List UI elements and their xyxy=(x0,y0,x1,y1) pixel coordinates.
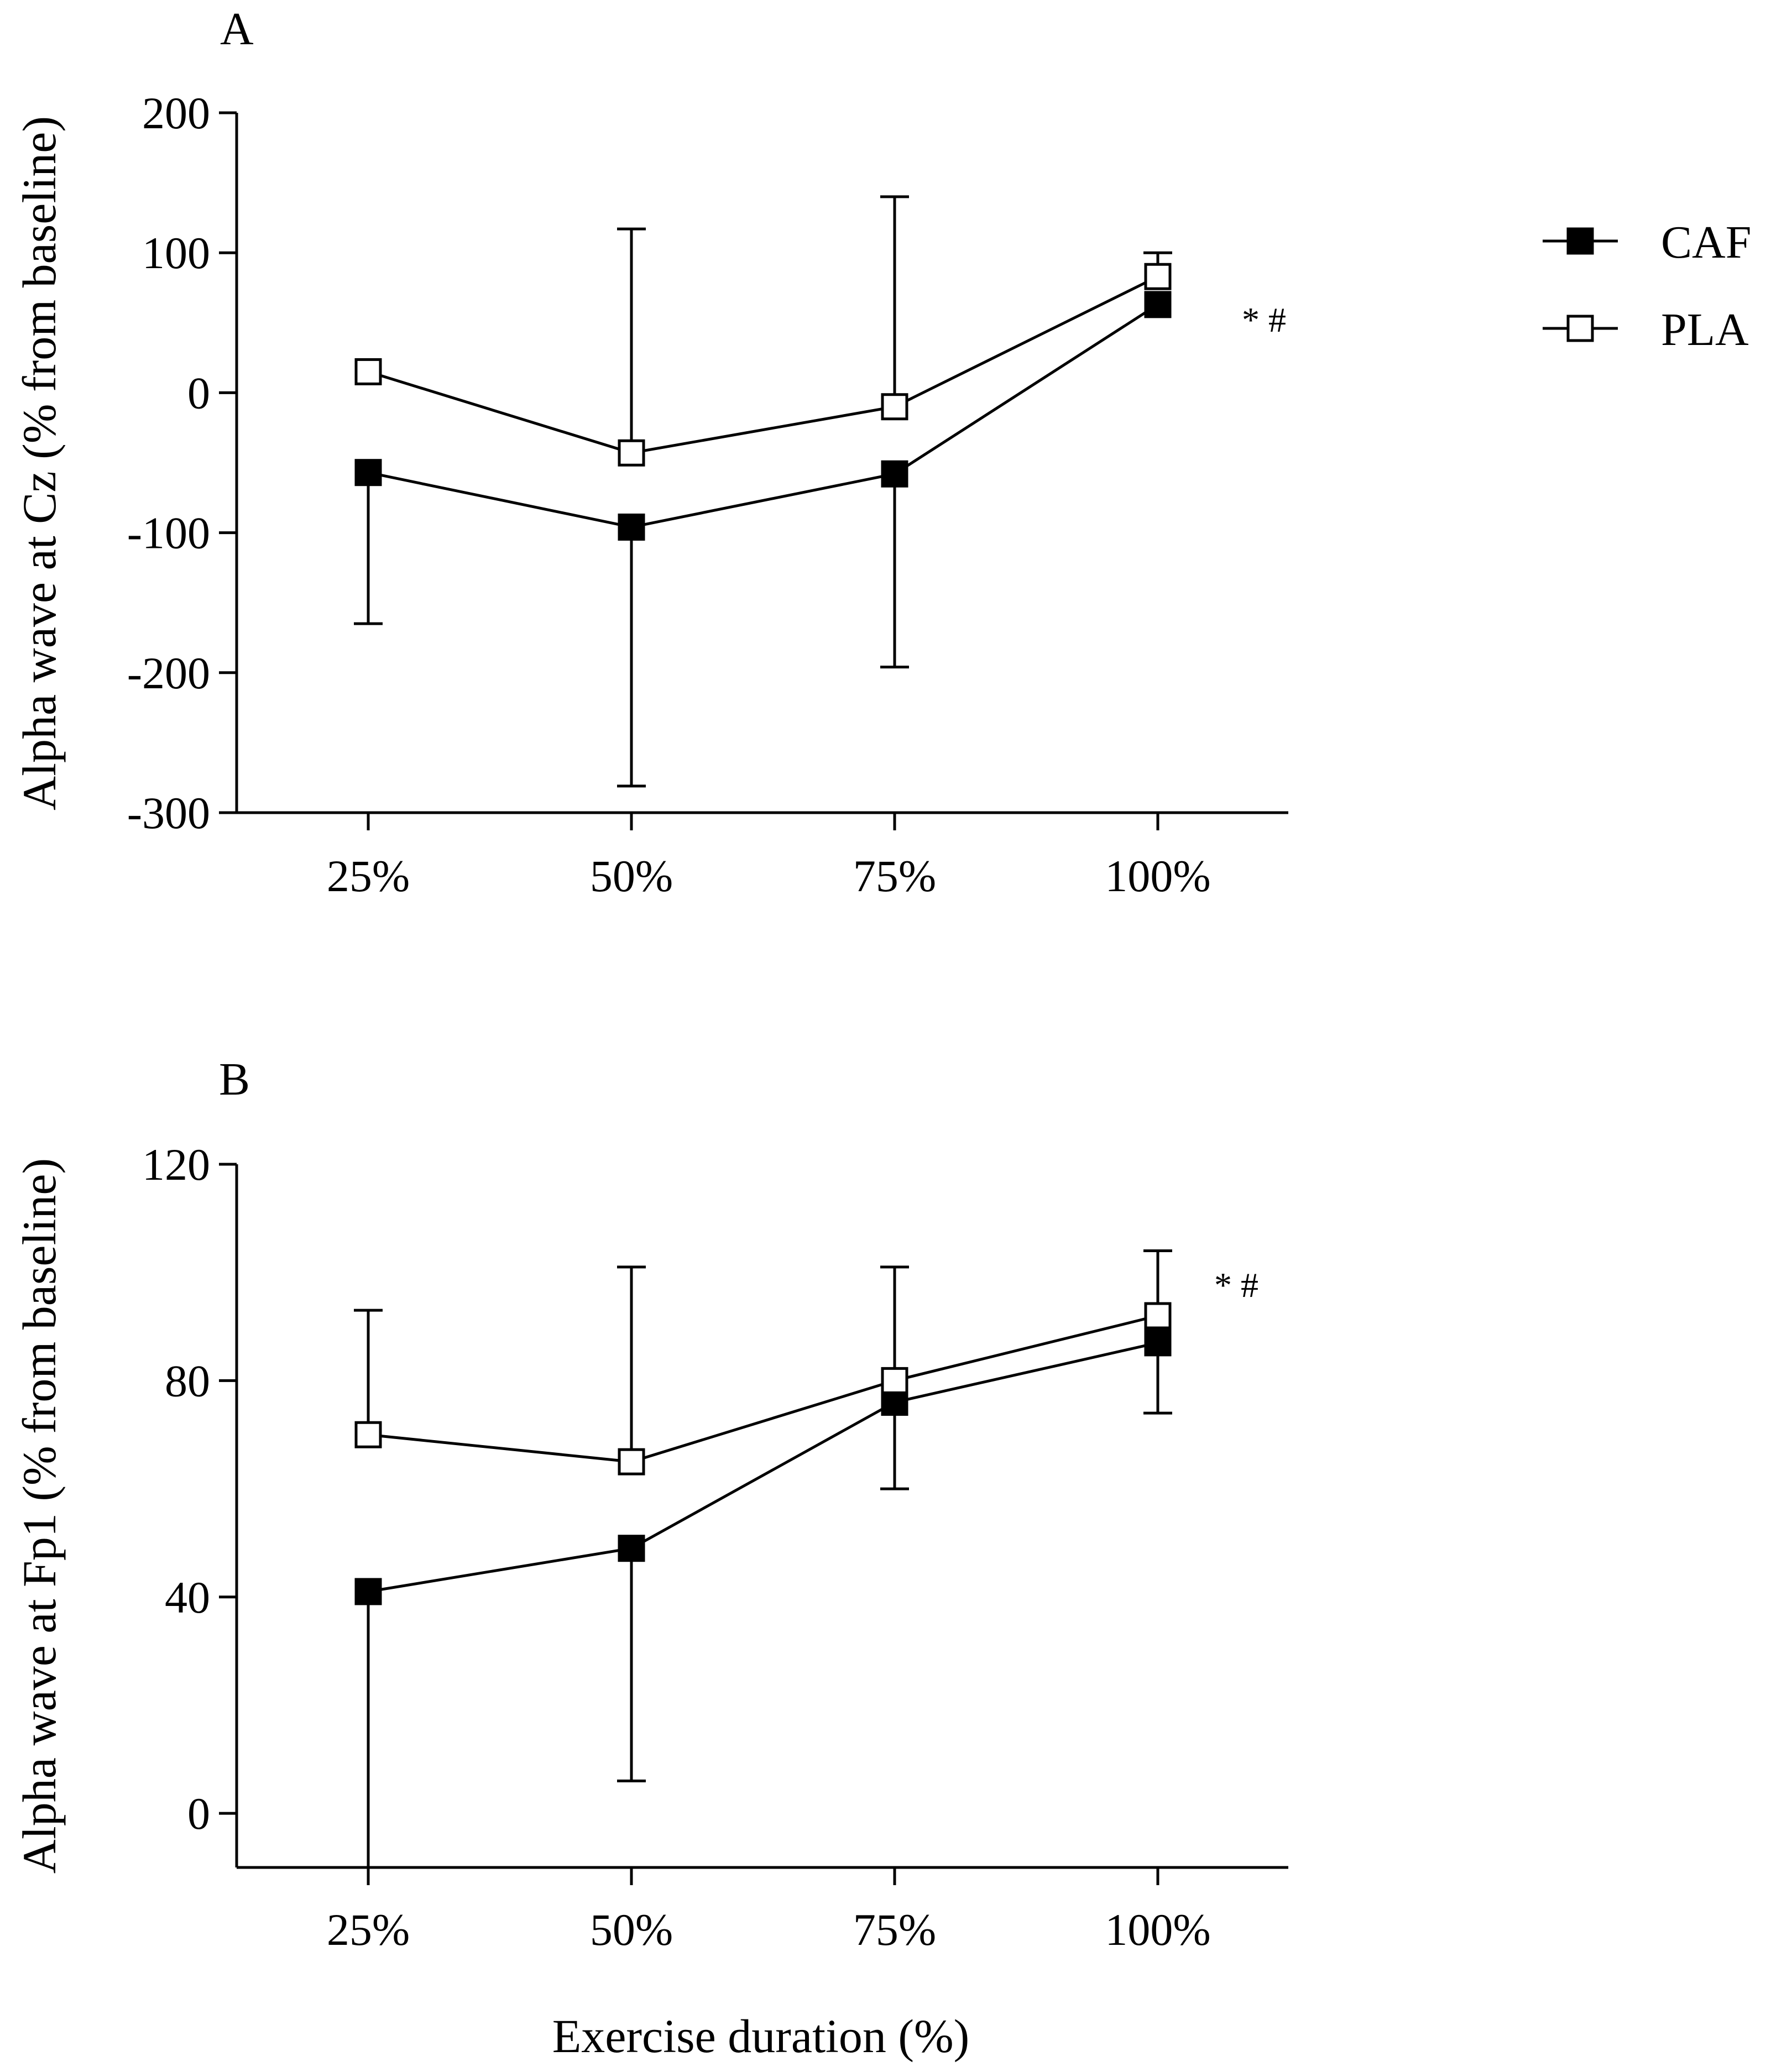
data-point-caf xyxy=(354,459,382,486)
y-tick-label: -100 xyxy=(127,508,210,558)
x-tick-label: 25% xyxy=(327,851,410,901)
data-point-pla xyxy=(354,1421,382,1448)
series-line-caf xyxy=(368,303,1159,529)
x-tick-label: 75% xyxy=(853,851,936,901)
data-point-pla xyxy=(618,439,645,467)
series-line-pla xyxy=(368,275,1159,454)
data-point-pla xyxy=(1144,1302,1172,1330)
legend-label: PLA xyxy=(1661,304,1749,355)
legend-item-caf: CAF xyxy=(1543,217,1751,268)
x-tick-label: 50% xyxy=(590,1904,673,1955)
legend-label: CAF xyxy=(1661,217,1751,268)
legend-item-pla: PLA xyxy=(1543,304,1749,355)
legend-marker-filled-square xyxy=(1566,227,1594,255)
panel-a: A Alpha wave at Cz (% from baseline) * #… xyxy=(13,3,1288,901)
y-tick-label: -200 xyxy=(127,648,210,698)
y-tick-label: 40 xyxy=(165,1572,210,1623)
y-axis-title: Alpha wave at Fp1 (% from baseline) xyxy=(13,1158,66,1874)
x-tick-label: 100% xyxy=(1105,1904,1210,1955)
y-tick-label: -300 xyxy=(127,788,210,838)
plot-area: 0 40 80 120 25% 50% 75% 100% xyxy=(142,1139,1288,1955)
y-tick-label: 0 xyxy=(187,368,210,418)
data-point-caf xyxy=(618,513,645,541)
legend-marker-open-square xyxy=(1566,315,1594,342)
data-point-pla xyxy=(881,393,908,421)
y-tick-label: 0 xyxy=(187,1788,210,1839)
data-point-pla xyxy=(618,1448,645,1475)
data-point-caf xyxy=(618,1535,645,1562)
data-point-pla xyxy=(354,358,382,385)
significance-annotation: * # xyxy=(1242,300,1286,339)
panel-label: A xyxy=(220,3,254,55)
data-point-caf xyxy=(1144,1329,1172,1357)
y-tick-label: 200 xyxy=(142,88,210,138)
series-line-caf xyxy=(368,1341,1158,1593)
x-tick-label: 25% xyxy=(327,1904,410,1955)
y-tick-label: 80 xyxy=(165,1356,210,1406)
data-point-pla xyxy=(1144,263,1172,290)
series-line-pla xyxy=(368,1314,1158,1463)
significance-annotation: * # xyxy=(1214,1265,1258,1305)
x-tick-label: 75% xyxy=(853,1904,936,1955)
data-point-caf xyxy=(354,1578,382,1605)
y-tick-label: 100 xyxy=(142,228,210,278)
x-tick-label: 50% xyxy=(590,851,673,901)
data-point-caf xyxy=(881,460,908,488)
y-tick-label: 120 xyxy=(142,1139,210,1190)
data-point-pla xyxy=(881,1367,908,1394)
x-axis-title: Exercise duration (%) xyxy=(552,2010,970,2063)
y-axis-title: Alpha wave at Cz (% from baseline) xyxy=(13,116,66,810)
x-tick-label: 100% xyxy=(1105,851,1210,901)
panel-label: B xyxy=(219,1054,250,1105)
legend: CAF PLA xyxy=(1543,217,1751,355)
plot-area: -300 -200 -100 0 100 200 25% 50% 75% 100% xyxy=(127,88,1288,901)
panel-b: B Alpha wave at Fp1 (% from baseline) * … xyxy=(13,1054,1288,1955)
data-point-caf xyxy=(1144,291,1172,318)
